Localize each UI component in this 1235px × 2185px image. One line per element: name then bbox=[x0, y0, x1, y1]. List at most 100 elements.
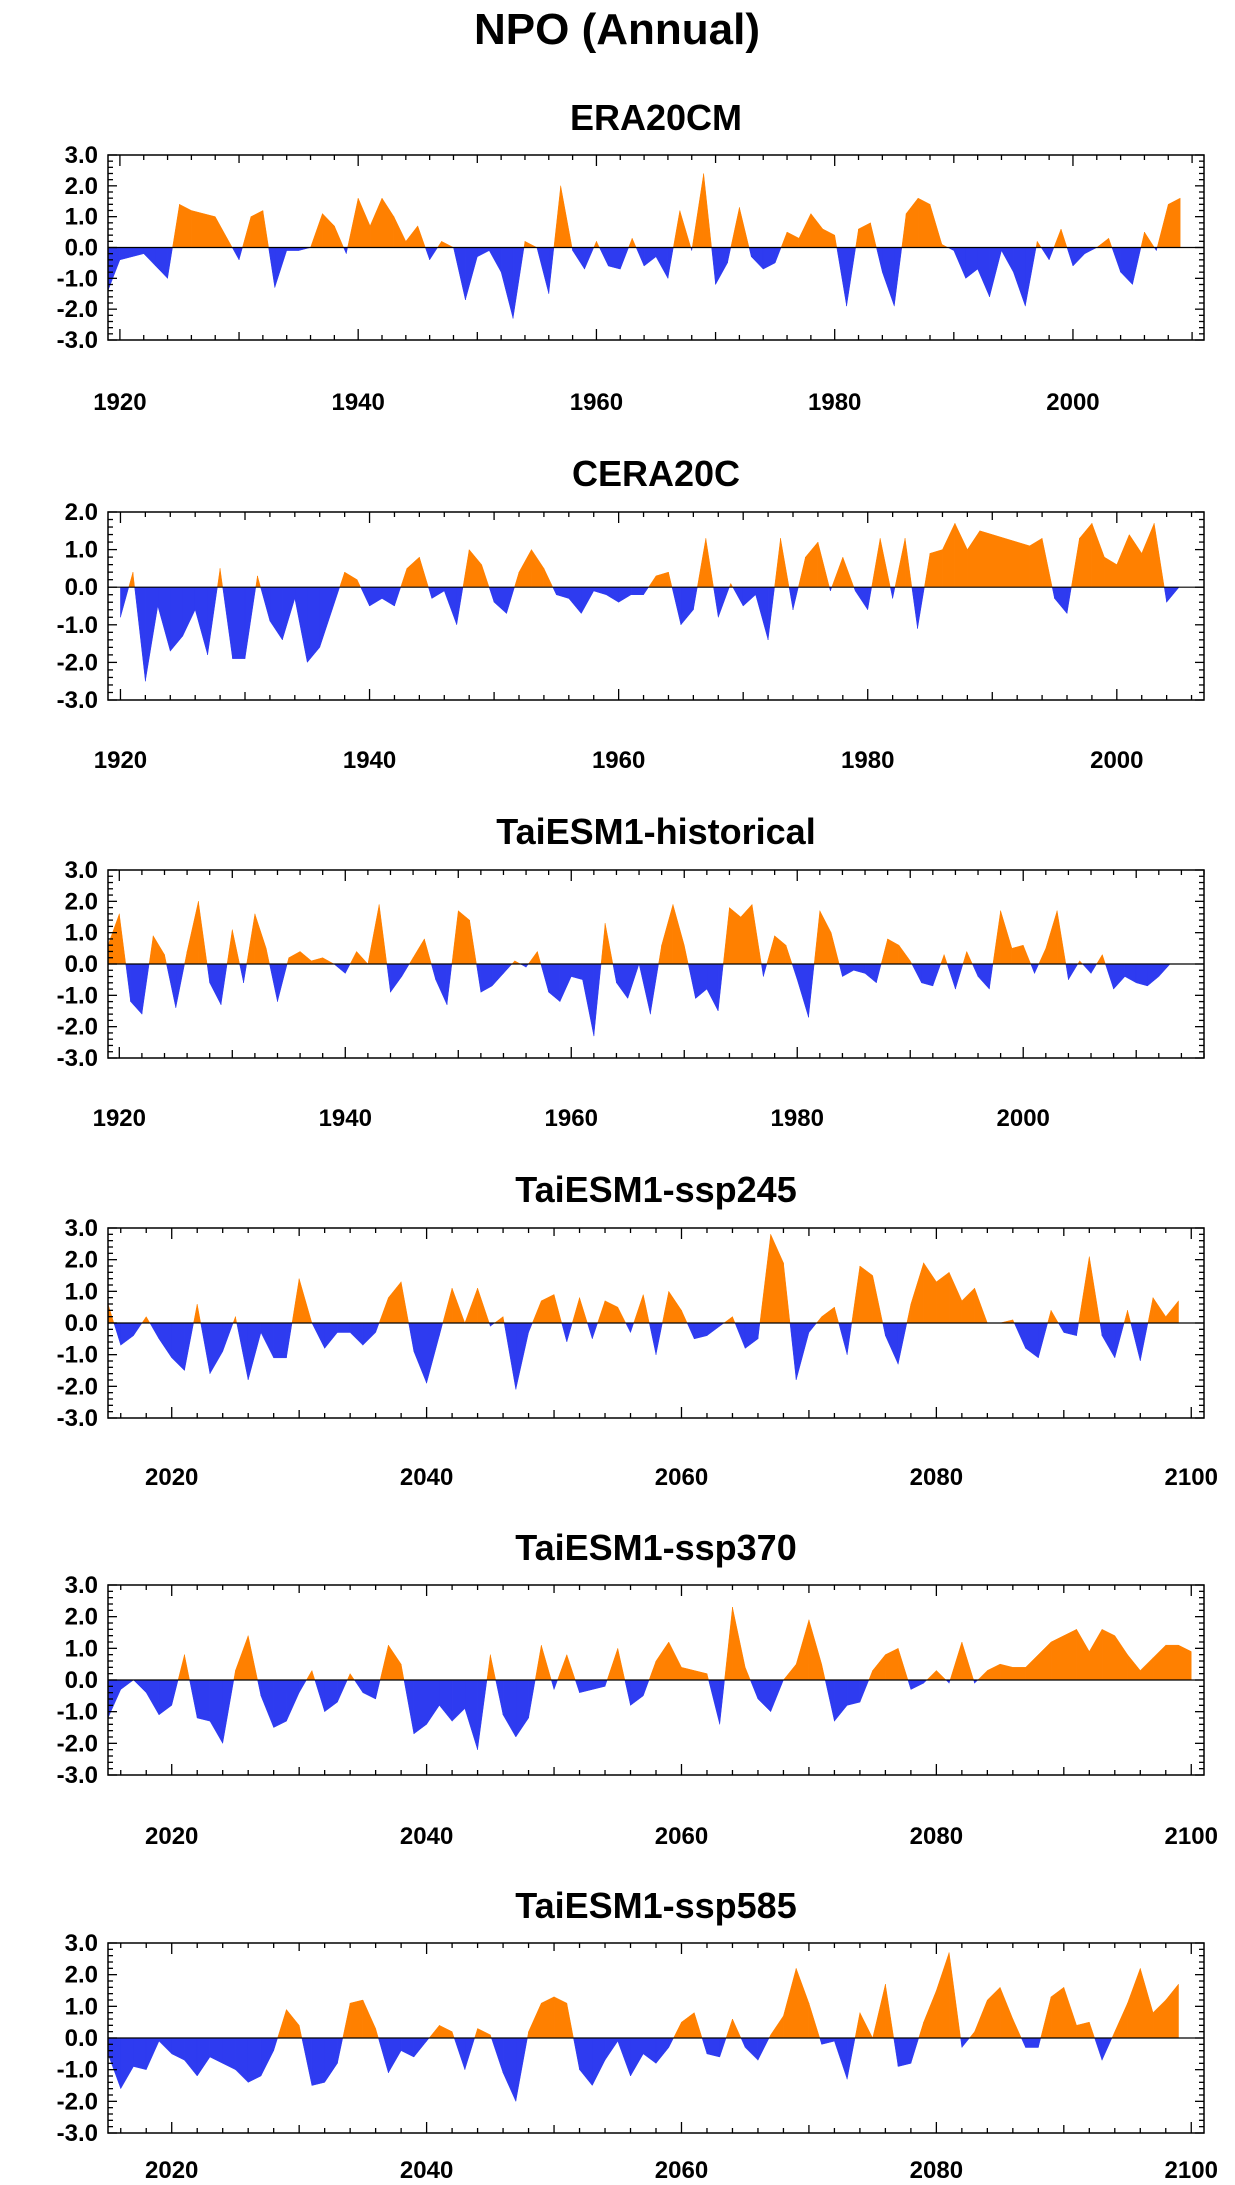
negative-area-mark bbox=[477, 247, 490, 258]
positive-area-mark bbox=[196, 1303, 201, 1324]
negative-area-mark bbox=[889, 586, 893, 599]
negative-area-mark bbox=[353, 1679, 364, 1694]
negative-area-mark bbox=[337, 1322, 351, 1333]
negative-area-mark bbox=[269, 586, 283, 641]
negative-area-mark bbox=[572, 247, 585, 270]
y-tick-label: -3.0 bbox=[57, 2120, 98, 2147]
negative-area-mark bbox=[579, 1679, 593, 1693]
negative-area-mark bbox=[1066, 247, 1074, 267]
y-tick-label: 2.0 bbox=[65, 1604, 98, 1631]
positive-area-mark bbox=[1096, 237, 1109, 248]
negative-area-mark bbox=[892, 586, 896, 599]
positive-area-mark bbox=[808, 1619, 822, 1681]
positive-area-mark bbox=[924, 553, 931, 588]
negative-area-mark bbox=[446, 963, 453, 1005]
negative-area-mark bbox=[616, 963, 629, 1000]
positive-area-mark bbox=[600, 923, 606, 965]
y-tick-label: -2.0 bbox=[57, 2088, 98, 2115]
positive-area-mark bbox=[277, 2009, 287, 2039]
negative-area-mark bbox=[693, 586, 698, 610]
negative-area-mark bbox=[808, 963, 815, 1018]
positive-area-mark bbox=[703, 173, 712, 248]
negative-area-mark bbox=[897, 2037, 912, 2067]
positive-area-mark bbox=[732, 1607, 746, 1681]
negative-area-mark bbox=[584, 247, 595, 270]
y-tick-label: 0.0 bbox=[65, 1310, 98, 1337]
negative-area-mark bbox=[282, 586, 296, 640]
positive-area-mark bbox=[1127, 1968, 1141, 2039]
x-tick-label: 1940 bbox=[343, 747, 396, 774]
negative-area-mark bbox=[989, 247, 1002, 297]
x-tick-label: 1960 bbox=[592, 747, 645, 774]
negative-area-mark bbox=[713, 586, 719, 618]
negative-area-mark bbox=[706, 1322, 720, 1337]
negative-area-mark bbox=[247, 1322, 262, 1381]
negative-area-mark bbox=[220, 963, 228, 1005]
positive-area-mark bbox=[152, 934, 165, 965]
positive-area-mark bbox=[186, 901, 199, 965]
positive-area-mark bbox=[441, 240, 454, 248]
negative-area-mark bbox=[762, 247, 776, 270]
x-tick-label: 2020 bbox=[145, 2157, 198, 2184]
negative-area-mark bbox=[1048, 247, 1055, 260]
positive-area-mark bbox=[226, 929, 233, 965]
positive-area-mark bbox=[1140, 232, 1145, 248]
positive-area-mark bbox=[643, 1294, 650, 1324]
positive-area-mark bbox=[628, 238, 633, 248]
positive-area-mark bbox=[725, 2018, 733, 2039]
chart-panel: TaiESM1-historical 3.0 2.0 1.0 0.0 -1.0 -2.0 -3… bbox=[57, 811, 1205, 1132]
positive-area-mark bbox=[322, 212, 335, 248]
negative-area-mark bbox=[277, 963, 288, 1002]
positive-area-mark bbox=[1147, 1297, 1154, 1324]
negative-area-mark bbox=[946, 963, 956, 990]
positive-area-mark bbox=[541, 1645, 552, 1681]
negative-area-mark bbox=[171, 1679, 179, 1706]
positive-area-mark bbox=[923, 1262, 937, 1324]
positive-area-mark bbox=[357, 198, 371, 248]
negative-area-mark bbox=[643, 2037, 657, 2064]
positive-area-mark bbox=[1152, 1296, 1167, 1324]
positive-area-mark bbox=[766, 935, 775, 965]
negative-area-mark bbox=[838, 963, 843, 977]
positive-area-mark bbox=[668, 1290, 682, 1324]
positive-area-mark bbox=[936, 1669, 947, 1681]
positive-area-mark bbox=[977, 1669, 988, 1681]
panel-title: TaiESM1-ssp245 bbox=[515, 1169, 796, 1210]
positive-area-mark bbox=[458, 910, 470, 965]
negative-area-mark bbox=[751, 247, 764, 270]
negative-area-mark bbox=[424, 247, 430, 260]
negative-area-mark bbox=[231, 247, 240, 260]
negative-area-mark bbox=[294, 586, 308, 663]
positive-area-mark bbox=[1156, 204, 1169, 248]
negative-area-mark bbox=[1051, 586, 1055, 599]
negative-area-mark bbox=[932, 963, 942, 987]
positive-area-mark bbox=[942, 523, 956, 588]
negative-area-mark bbox=[1013, 1322, 1026, 1349]
positive-area-mark bbox=[597, 1300, 606, 1324]
positive-area-mark bbox=[795, 1968, 810, 2039]
positive-area-mark bbox=[1038, 1641, 1052, 1681]
negative-area-mark bbox=[528, 1679, 536, 1719]
negative-area-mark bbox=[337, 1679, 348, 1703]
positive-area-mark bbox=[451, 1288, 466, 1324]
positive-area-mark bbox=[872, 1653, 886, 1681]
negative-area-mark bbox=[311, 1322, 325, 1349]
negative-area-mark bbox=[643, 247, 657, 267]
positive-area-mark bbox=[655, 571, 669, 588]
positive-area-mark bbox=[1114, 1634, 1128, 1681]
positive-area-mark bbox=[1047, 1310, 1052, 1324]
positive-area-mark bbox=[514, 572, 520, 588]
negative-area-mark bbox=[977, 247, 990, 297]
negative-area-mark bbox=[480, 963, 493, 993]
positive-area-mark bbox=[367, 904, 380, 965]
y-tick-label: 0.0 bbox=[65, 574, 98, 601]
y-tick-label: 0.0 bbox=[65, 2025, 98, 2052]
negative-area-mark bbox=[324, 1322, 338, 1350]
y-tick-label: -1.0 bbox=[57, 612, 98, 639]
negative-area-mark bbox=[834, 2037, 848, 2080]
positive-area-mark bbox=[1050, 1309, 1059, 1324]
negative-area-mark bbox=[727, 247, 732, 263]
negative-area-mark bbox=[795, 1322, 810, 1381]
positive-area-mark bbox=[872, 1984, 886, 2039]
